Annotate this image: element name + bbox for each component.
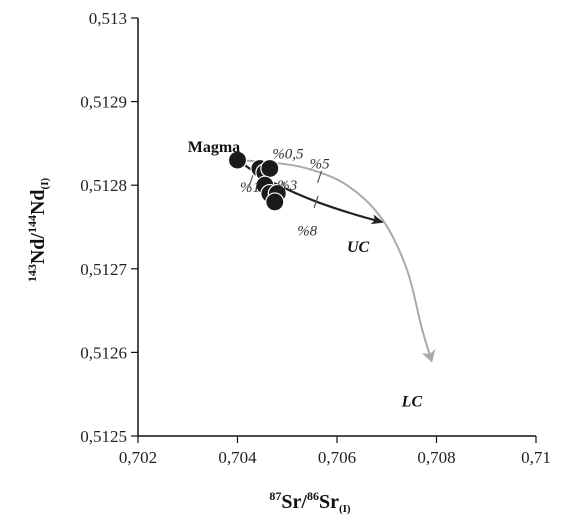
x-tick-label: 0,702 xyxy=(119,448,157,467)
x-tick-label: 0,71 xyxy=(521,448,551,467)
x-ticks: 0,702 0,704 0,706 0,708 0,71 xyxy=(119,436,551,467)
curve-tick-mark xyxy=(317,170,323,184)
x-tick-label: 0,704 xyxy=(218,448,257,467)
y-tick-label: 0,5127 xyxy=(80,260,127,279)
axes xyxy=(137,18,536,437)
y-tick-label: 0,5125 xyxy=(80,427,127,446)
y-tick-label: 0,513 xyxy=(89,9,127,28)
y-axis-title: 143Nd/144Nd(I) xyxy=(25,178,51,283)
y-tick-label: 0,5129 xyxy=(80,93,127,112)
annotation-5: %5 xyxy=(310,156,330,172)
y-tick-label: 0,5126 xyxy=(80,343,127,362)
sample-point xyxy=(265,192,285,212)
x-tick-label: 0,708 xyxy=(417,448,455,467)
annotation-lc: LC xyxy=(401,394,423,411)
curve-tick-mark xyxy=(248,174,254,188)
annotation-magma: Magma xyxy=(188,139,240,156)
y-tick-label: 0,5128 xyxy=(80,176,127,195)
sample-point xyxy=(227,150,248,170)
data-points xyxy=(227,150,287,212)
y-ticks: 0,5125 0,5126 0,5127 0,5128 0,5129 0,513 xyxy=(80,9,138,446)
annotations: Magma %0,5 %5 %1 %3 %8 UC LC xyxy=(188,139,423,411)
annotation-05: %0,5 xyxy=(272,146,304,162)
curve-tick-mark xyxy=(313,195,319,209)
annotation-3: %3 xyxy=(277,178,297,194)
x-axis-title: 87Sr/86Sr(I) xyxy=(269,489,351,515)
annotation-uc: UC xyxy=(347,239,370,256)
x-tick-label: 0,706 xyxy=(318,448,356,467)
annotation-1: %1 xyxy=(240,180,260,196)
annotation-8: %8 xyxy=(297,223,317,239)
